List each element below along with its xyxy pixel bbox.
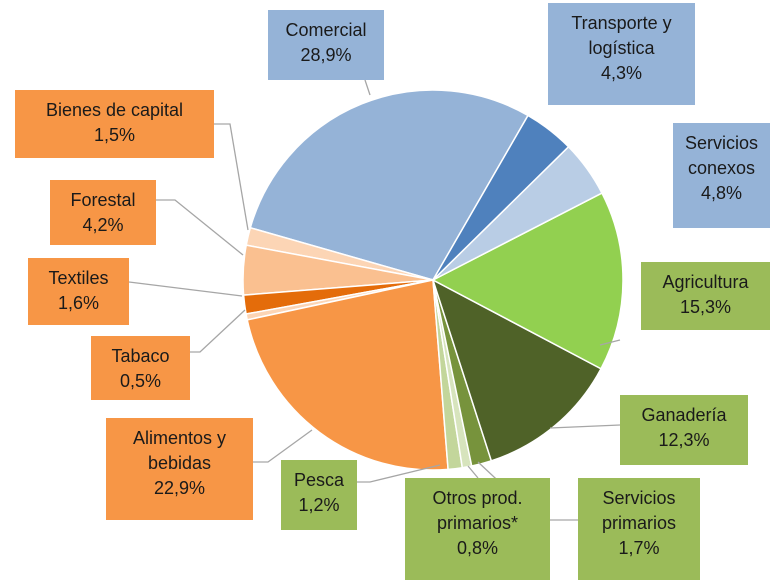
data-label: Pesca 1,2% — [281, 460, 357, 530]
data-label: Servicios conexos 4,8% — [673, 123, 770, 228]
leader-line — [190, 309, 246, 353]
data-label: Otros prod. primarios* 0,8% — [405, 478, 550, 580]
label-name: Tabaco — [111, 346, 170, 366]
label-name: Servicios primarios — [601, 488, 676, 533]
label-value: 1,6% — [57, 293, 100, 313]
label-name: Alimentos y bebidas — [132, 428, 227, 473]
label-name: Ganadería — [641, 405, 727, 425]
leader-lines — [128, 79, 621, 521]
data-label: Agricultura 15,3% — [641, 262, 770, 330]
leader-line — [253, 429, 313, 463]
label-name: Forestal — [70, 190, 136, 210]
label-value: 22,9% — [153, 478, 206, 498]
label-value: 1,5% — [93, 125, 136, 145]
label-value: 1,2% — [298, 495, 340, 515]
leader-line — [357, 464, 441, 483]
leader-line — [214, 123, 249, 231]
leader-line — [467, 465, 479, 479]
leader-line — [549, 424, 621, 429]
slice — [249, 89, 530, 281]
label-name: Textiles — [48, 268, 109, 288]
data-label: Comercial 28,9% — [268, 10, 384, 80]
data-label: Forestal 4,2% — [50, 180, 156, 245]
slice — [431, 192, 624, 370]
label-name: Transporte y logística — [571, 13, 672, 58]
label-name: Pesca — [293, 470, 345, 490]
label-value: 4,3% — [600, 63, 643, 83]
label-name: Comercial — [285, 20, 367, 40]
label-value: 0,5% — [119, 371, 162, 391]
label-value: 1,7% — [618, 538, 660, 558]
label-name: Servicios conexos — [684, 133, 759, 178]
data-label: Tabaco 0,5% — [91, 336, 190, 400]
slice — [432, 114, 570, 281]
label-name: Agricultura — [662, 272, 749, 292]
label-name: Bienes de capital — [45, 100, 184, 120]
data-label: Ganadería 12,3% — [620, 395, 748, 465]
leader-line — [599, 339, 621, 346]
label-value: 4,2% — [82, 215, 124, 235]
data-label: Textiles 1,6% — [28, 258, 129, 325]
data-label: Servicios primarios 1,7% — [578, 478, 700, 580]
label-value: 12,3% — [658, 430, 710, 450]
data-label: Transporte y logística 4,3% — [548, 3, 695, 105]
slice — [246, 279, 449, 471]
label-value: 0,8% — [456, 538, 499, 558]
data-label: Alimentos y bebidas 22,9% — [106, 418, 253, 520]
leader-line — [156, 199, 244, 256]
label-value: 28,9% — [300, 45, 352, 65]
leader-line — [364, 79, 371, 96]
label-value: 4,8% — [700, 183, 743, 203]
label-name: Otros prod. primarios* — [432, 488, 523, 533]
label-value: 15,3% — [679, 297, 732, 317]
leader-line — [128, 281, 243, 297]
slice — [431, 278, 603, 462]
data-label: Bienes de capital 1,5% — [15, 90, 214, 158]
